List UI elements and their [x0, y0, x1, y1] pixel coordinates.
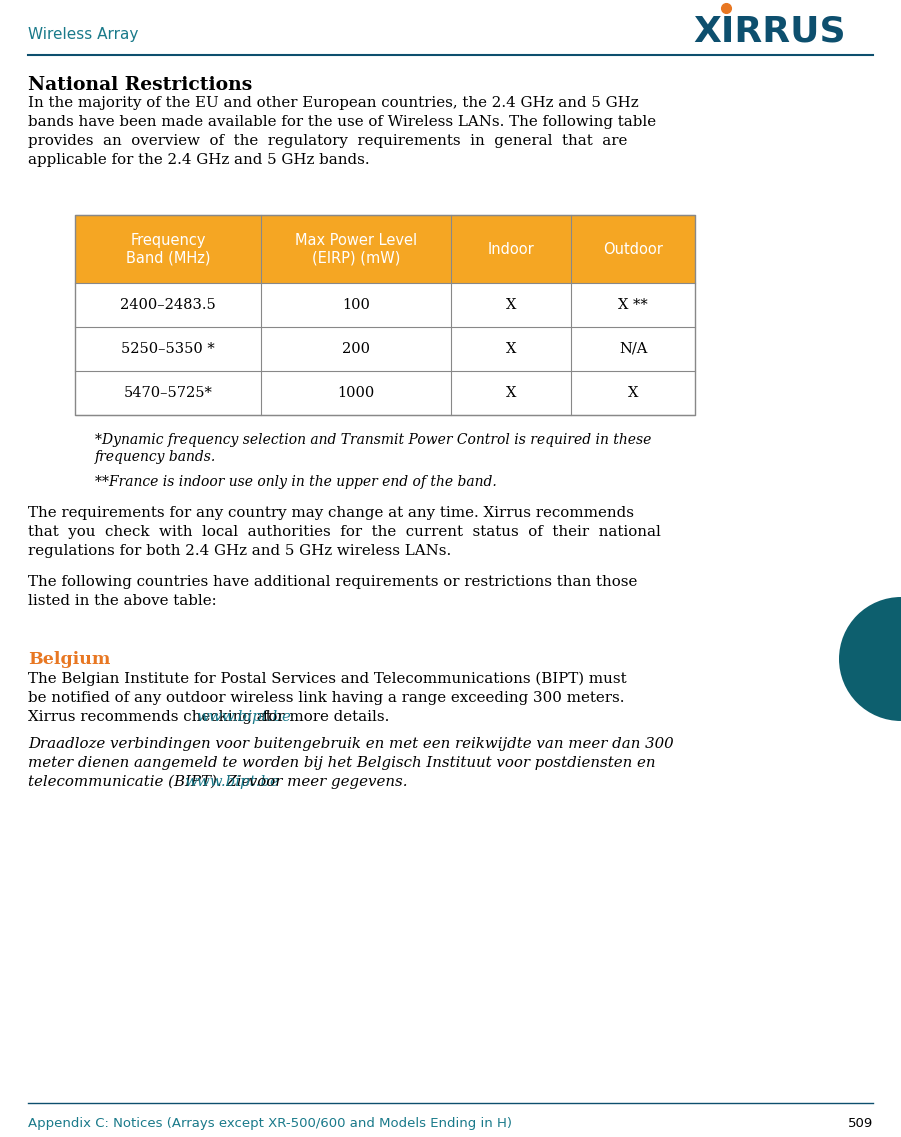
Text: Outdoor: Outdoor [603, 241, 663, 257]
Text: voor meer gegevens.: voor meer gegevens. [244, 775, 407, 789]
Text: 1000: 1000 [338, 385, 375, 400]
Text: Frequency
Band (MHz): Frequency Band (MHz) [126, 233, 210, 265]
Text: frequency bands.: frequency bands. [95, 450, 216, 464]
Text: 5470–5725*: 5470–5725* [123, 385, 213, 400]
Wedge shape [839, 597, 901, 721]
Text: Appendix C: Notices (Arrays except XR-500/600 and Models Ending in H): Appendix C: Notices (Arrays except XR-50… [28, 1117, 512, 1130]
Text: Draadloze verbindingen voor buitengebruik en met een reikwijdte van meer dan 300: Draadloze verbindingen voor buitengebrui… [28, 737, 674, 752]
Text: X: X [506, 298, 516, 312]
Text: The Belgian Institute for Postal Services and Telecommunications (BIPT) must: The Belgian Institute for Postal Service… [28, 672, 626, 687]
Text: **France is indoor use only in the upper end of the band.: **France is indoor use only in the upper… [95, 475, 496, 489]
Text: telecommunicatie (BIPT). Zie: telecommunicatie (BIPT). Zie [28, 775, 255, 789]
Bar [75, 283, 695, 327]
Text: X: X [506, 385, 516, 400]
Text: X: X [506, 342, 516, 356]
Bar [75, 327, 695, 371]
Text: 2400–2483.5: 2400–2483.5 [120, 298, 216, 312]
Text: meter dienen aangemeld te worden bij het Belgisch Instituut voor postdiensten en: meter dienen aangemeld te worden bij het… [28, 756, 656, 770]
Text: provides  an  overview  of  the  regulatory  requirements  in  general  that  ar: provides an overview of the regulatory r… [28, 134, 627, 148]
Text: X **: X ** [618, 298, 648, 312]
Text: 100: 100 [342, 298, 370, 312]
Bar [75, 215, 695, 415]
Text: bands have been made available for the use of Wireless LANs. The following table: bands have been made available for the u… [28, 115, 656, 128]
Text: The requirements for any country may change at any time. Xirrus recommends: The requirements for any country may cha… [28, 506, 634, 520]
Text: In the majority of the EU and other European countries, the 2.4 GHz and 5 GHz: In the majority of the EU and other Euro… [28, 96, 639, 110]
Text: National Restrictions: National Restrictions [28, 76, 252, 94]
Text: regulations for both 2.4 GHz and 5 GHz wireless LANs.: regulations for both 2.4 GHz and 5 GHz w… [28, 543, 451, 558]
Text: be notified of any outdoor wireless link having a range exceeding 300 meters.: be notified of any outdoor wireless link… [28, 691, 624, 705]
Text: listed in the above table:: listed in the above table: [28, 594, 216, 608]
Text: Indoor: Indoor [487, 241, 534, 257]
Text: applicable for the 2.4 GHz and 5 GHz bands.: applicable for the 2.4 GHz and 5 GHz ban… [28, 153, 369, 167]
Text: *Dynamic frequency selection and Transmit Power Control is required in these: *Dynamic frequency selection and Transmi… [95, 433, 651, 447]
Text: Belgium: Belgium [28, 652, 111, 669]
Text: 200: 200 [342, 342, 370, 356]
Text: that  you  check  with  local  authorities  for  the  current  status  of  their: that you check with local authorities fo… [28, 525, 660, 539]
Text: Xirrus recommends checking at: Xirrus recommends checking at [28, 709, 277, 724]
Text: Wireless Array: Wireless Array [28, 27, 139, 42]
Bar [75, 215, 695, 283]
Bar [75, 371, 695, 415]
Text: 509: 509 [848, 1117, 873, 1130]
Text: for more details.: for more details. [259, 709, 389, 724]
Text: 5250–5350 *: 5250–5350 * [121, 342, 214, 356]
Text: X: X [628, 385, 638, 400]
Text: XIRRUS: XIRRUS [694, 15, 846, 49]
Text: Max Power Level
(EIRP) (mW): Max Power Level (EIRP) (mW) [296, 233, 417, 265]
Text: N/A: N/A [619, 342, 647, 356]
Text: The following countries have additional requirements or restrictions than those: The following countries have additional … [28, 575, 637, 589]
Text: www.bipt.be: www.bipt.be [185, 775, 279, 789]
Text: www.bipt.be: www.bipt.be [196, 709, 291, 724]
